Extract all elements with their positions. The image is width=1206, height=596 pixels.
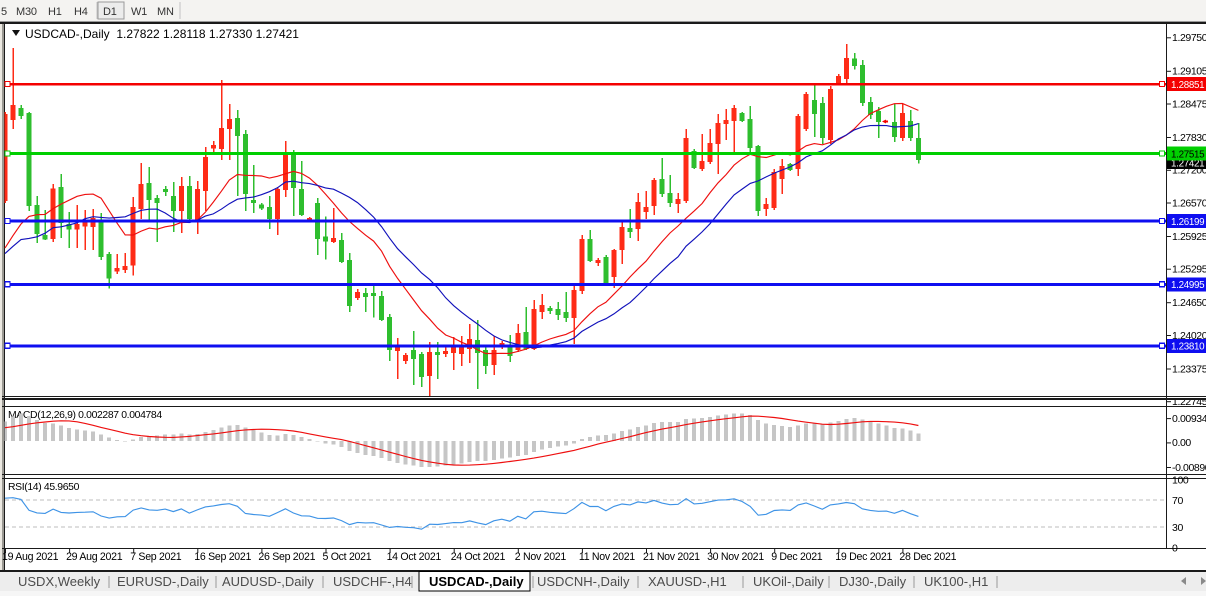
svg-text:UK100-,H1: UK100-,H1 bbox=[924, 574, 988, 589]
svg-text:USDCAD-,Daily 1.27822 1.28118: USDCAD-,Daily 1.27822 1.28118 1.27330 1.… bbox=[25, 27, 299, 41]
svg-text:2 Nov 2021: 2 Nov 2021 bbox=[515, 551, 567, 563]
svg-text:29 Aug 2021: 29 Aug 2021 bbox=[66, 551, 123, 563]
svg-text:5: 5 bbox=[1, 6, 7, 18]
svg-text:16 Sep 2021: 16 Sep 2021 bbox=[194, 551, 251, 563]
svg-text:USDCHF-,H4: USDCHF-,H4 bbox=[333, 574, 412, 589]
svg-text:1.27421: 1.27421 bbox=[1171, 158, 1204, 169]
svg-text:14 Oct 2021: 14 Oct 2021 bbox=[387, 551, 442, 563]
svg-text:EURUSD-,Daily: EURUSD-,Daily bbox=[117, 574, 209, 589]
svg-text:1.24020: 1.24020 bbox=[1172, 330, 1206, 342]
svg-text:DJ30-,Daily: DJ30-,Daily bbox=[839, 574, 907, 589]
svg-text:1.27515: 1.27515 bbox=[1171, 149, 1205, 160]
svg-text:11 Nov 2021: 11 Nov 2021 bbox=[579, 551, 635, 563]
svg-text:1.29750: 1.29750 bbox=[1172, 32, 1206, 44]
svg-text:1.25925: 1.25925 bbox=[1172, 231, 1206, 243]
svg-text:24 Oct 2021: 24 Oct 2021 bbox=[451, 551, 506, 563]
svg-text:0.009345: 0.009345 bbox=[1172, 413, 1206, 425]
svg-text:1.23375: 1.23375 bbox=[1172, 363, 1206, 375]
svg-text:1.24995: 1.24995 bbox=[1171, 280, 1205, 291]
svg-text:1.23810: 1.23810 bbox=[1171, 342, 1205, 353]
svg-text:28 Dec 2021: 28 Dec 2021 bbox=[899, 551, 956, 563]
svg-text:W1: W1 bbox=[131, 6, 147, 18]
svg-text:XAUUSD-,H1: XAUUSD-,H1 bbox=[648, 574, 727, 589]
svg-text:1.28851: 1.28851 bbox=[1171, 80, 1204, 91]
svg-text:19 Aug 2021: 19 Aug 2021 bbox=[2, 551, 59, 563]
svg-text:9 Dec 2021: 9 Dec 2021 bbox=[771, 551, 823, 563]
svg-text:H4: H4 bbox=[74, 6, 88, 18]
svg-text:D1: D1 bbox=[103, 6, 117, 18]
svg-text:0: 0 bbox=[1172, 542, 1178, 554]
svg-text:7 Sep 2021: 7 Sep 2021 bbox=[130, 551, 182, 563]
svg-text:M30: M30 bbox=[16, 6, 37, 18]
svg-text:USDCNH-,Daily: USDCNH-,Daily bbox=[537, 574, 630, 589]
svg-text:-0.00890: -0.00890 bbox=[1172, 462, 1206, 474]
svg-text:1.24650: 1.24650 bbox=[1172, 297, 1206, 309]
svg-text:0.00: 0.00 bbox=[1172, 437, 1191, 449]
svg-text:19 Dec 2021: 19 Dec 2021 bbox=[835, 551, 892, 563]
svg-text:1.27830: 1.27830 bbox=[1172, 132, 1206, 144]
svg-text:USDX,Weekly: USDX,Weekly bbox=[18, 574, 101, 589]
svg-text:26 Sep 2021: 26 Sep 2021 bbox=[258, 551, 315, 563]
svg-text:1.26570: 1.26570 bbox=[1172, 197, 1206, 209]
svg-text:MN: MN bbox=[157, 6, 174, 18]
svg-text:MACD(12,26,9) 0.002287 0.00478: MACD(12,26,9) 0.002287 0.004784 bbox=[8, 410, 162, 421]
svg-text:1.26199: 1.26199 bbox=[1171, 217, 1204, 228]
svg-text:30: 30 bbox=[1172, 522, 1183, 534]
svg-text:30 Nov 2021: 30 Nov 2021 bbox=[707, 551, 764, 563]
svg-text:RSI(14) 45.9650: RSI(14) 45.9650 bbox=[8, 482, 80, 493]
svg-text:1.29105: 1.29105 bbox=[1172, 66, 1206, 78]
svg-text:USDCAD-,Daily: USDCAD-,Daily bbox=[429, 574, 524, 589]
svg-text:5 Oct 2021: 5 Oct 2021 bbox=[323, 551, 372, 563]
svg-text:UKOil-,Daily: UKOil-,Daily bbox=[753, 574, 824, 589]
svg-text:H1: H1 bbox=[48, 6, 62, 18]
svg-text:70: 70 bbox=[1172, 495, 1183, 507]
svg-text:1.25295: 1.25295 bbox=[1172, 264, 1206, 276]
svg-text:100: 100 bbox=[1172, 475, 1189, 487]
svg-text:1.28475: 1.28475 bbox=[1172, 98, 1206, 110]
svg-text:AUDUSD-,Daily: AUDUSD-,Daily bbox=[222, 574, 314, 589]
svg-text:21 Nov 2021: 21 Nov 2021 bbox=[643, 551, 700, 563]
